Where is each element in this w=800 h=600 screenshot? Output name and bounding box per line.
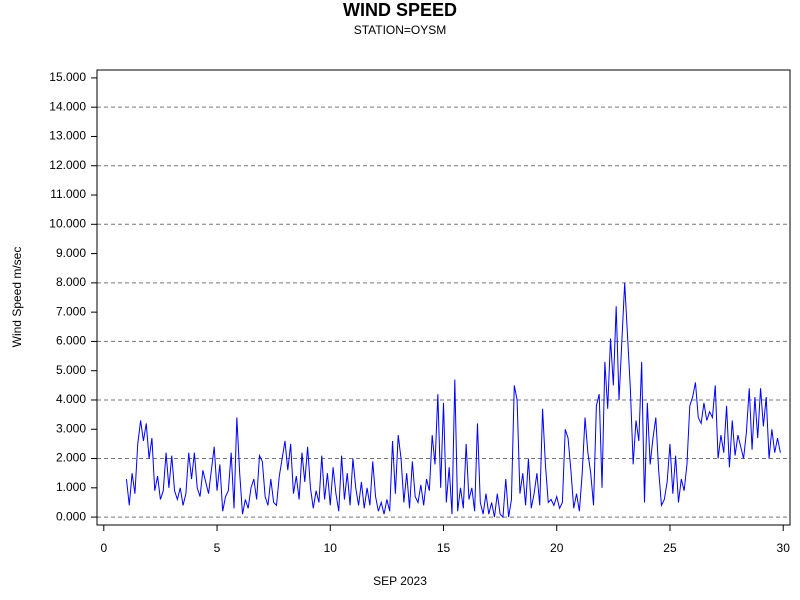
x-tick-label: 10 bbox=[324, 541, 338, 555]
y-tick-label: 14.000 bbox=[49, 99, 86, 113]
y-tick-label: 13.000 bbox=[49, 129, 86, 143]
y-tick-label: 10.000 bbox=[49, 216, 86, 230]
y-tick-label: 9.000 bbox=[56, 246, 86, 260]
x-tick-label: 30 bbox=[777, 541, 791, 555]
x-tick-label: 0 bbox=[100, 541, 107, 555]
y-tick-label: 5.000 bbox=[56, 363, 86, 377]
y-tick-label: 11.000 bbox=[50, 187, 86, 201]
y-tick-label: 4.000 bbox=[56, 392, 86, 406]
plot-frame bbox=[96, 69, 791, 526]
chart-subtitle: STATION=OYSM bbox=[354, 23, 447, 37]
data-line bbox=[125, 282, 781, 519]
y-tick-label: 3.000 bbox=[56, 421, 86, 435]
y-axis-label: Wind Speed m/sec bbox=[10, 247, 24, 348]
y-tick-label: 1.000 bbox=[56, 480, 86, 494]
y-tick-label: 12.000 bbox=[49, 158, 86, 172]
y-tick-label: 6.000 bbox=[56, 334, 86, 348]
y-tick-label: 2.000 bbox=[56, 451, 86, 465]
chart-title: WIND SPEED bbox=[343, 0, 457, 20]
y-tick-label: 8.000 bbox=[56, 275, 86, 289]
x-tick-label: 15 bbox=[437, 541, 451, 555]
x-axis-label: SEP 2023 bbox=[373, 574, 427, 588]
y-tick-label: 7.000 bbox=[56, 304, 86, 318]
x-tick-label: 20 bbox=[550, 541, 564, 555]
y-tick-label: 0.000 bbox=[56, 509, 86, 523]
x-tick-label: 25 bbox=[663, 541, 677, 555]
y-tick-label: 15.000 bbox=[49, 70, 86, 84]
x-tick-label: 5 bbox=[214, 541, 221, 555]
